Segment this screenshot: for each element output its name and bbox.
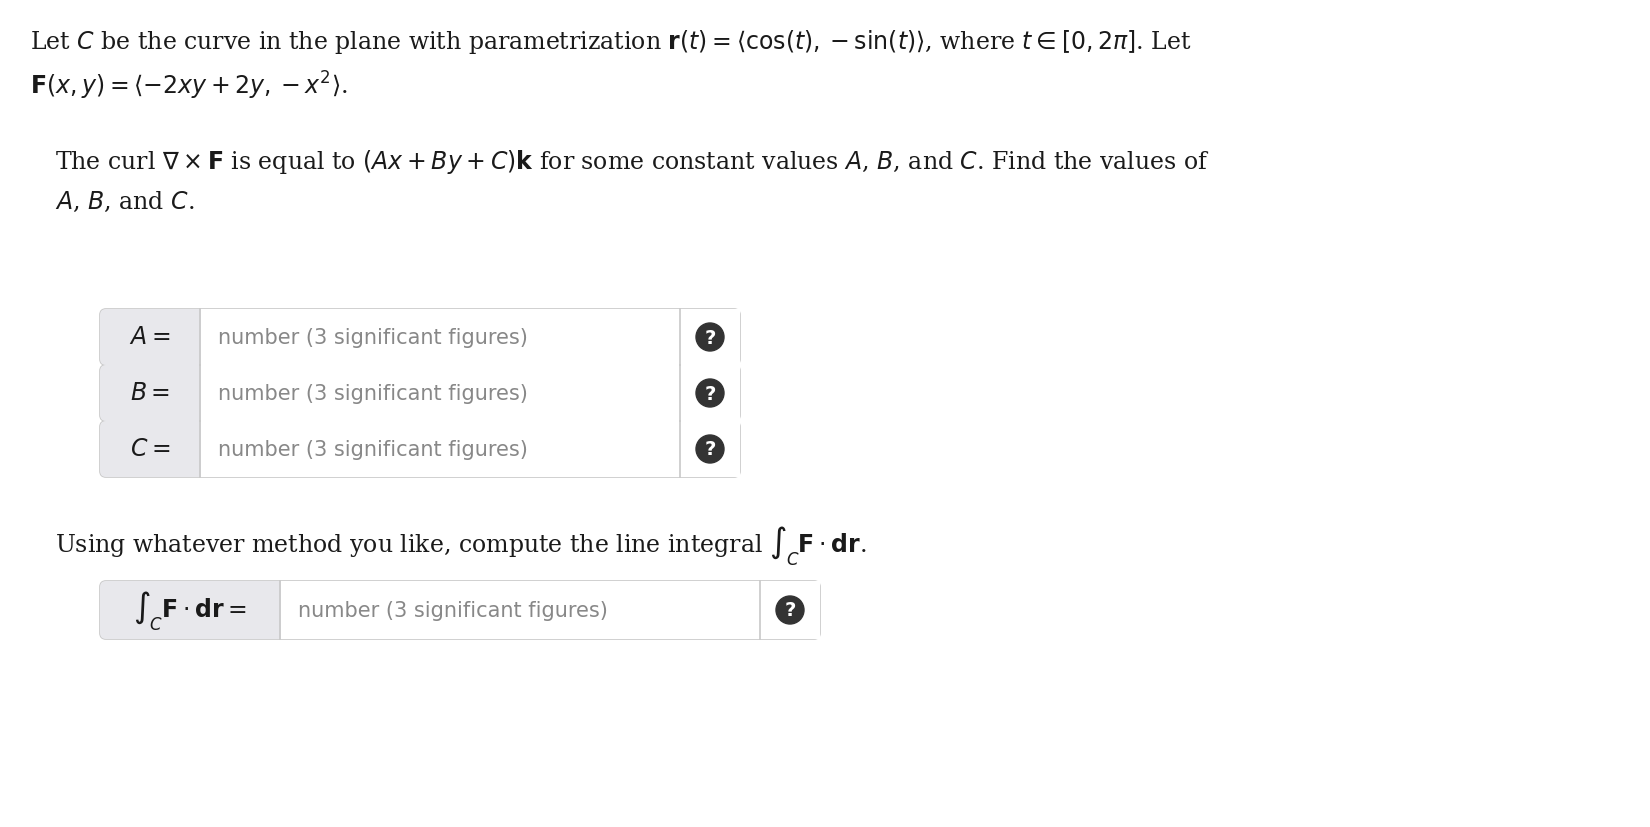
Text: $A = $: $A = $ (129, 326, 170, 349)
Text: Let $C$ be the curve in the plane with parametrization $\mathbf{r}(t) = \langle\: Let $C$ be the curve in the plane with p… (30, 28, 1191, 56)
Text: ?: ? (705, 328, 716, 347)
FancyBboxPatch shape (101, 309, 739, 366)
Text: $\mathbf{F}(x, y) = \langle{-2xy + 2y, -x^2}\rangle$.: $\mathbf{F}(x, y) = \langle{-2xy + 2y, -… (30, 70, 348, 102)
FancyBboxPatch shape (101, 422, 739, 477)
Circle shape (776, 596, 804, 624)
FancyBboxPatch shape (101, 309, 206, 366)
Text: $B = $: $B = $ (130, 382, 170, 405)
Text: ?: ? (705, 440, 716, 459)
FancyBboxPatch shape (201, 422, 739, 477)
Text: Using whatever method you like, compute the line integral $\int_C \mathbf{F} \cd: Using whatever method you like, compute … (54, 523, 866, 567)
Text: number (3 significant figures): number (3 significant figures) (218, 384, 528, 404)
FancyBboxPatch shape (201, 366, 739, 422)
FancyBboxPatch shape (101, 422, 206, 477)
Text: number (3 significant figures): number (3 significant figures) (218, 439, 528, 460)
FancyBboxPatch shape (280, 581, 289, 639)
FancyBboxPatch shape (200, 422, 208, 477)
Circle shape (696, 323, 724, 351)
Text: number (3 significant figures): number (3 significant figures) (218, 327, 528, 347)
Circle shape (696, 380, 724, 408)
FancyBboxPatch shape (280, 581, 820, 639)
Text: $\int_C \mathbf{F} \cdot \mathbf{dr} = $: $\int_C \mathbf{F} \cdot \mathbf{dr} = $ (134, 589, 248, 632)
Text: ?: ? (784, 600, 795, 619)
Text: number (3 significant figures): number (3 significant figures) (299, 600, 607, 620)
Text: ?: ? (705, 384, 716, 403)
Text: $C = $: $C = $ (130, 438, 170, 461)
Circle shape (696, 436, 724, 463)
FancyBboxPatch shape (200, 366, 208, 422)
FancyBboxPatch shape (101, 366, 739, 422)
FancyBboxPatch shape (201, 309, 739, 366)
FancyBboxPatch shape (101, 581, 285, 639)
FancyBboxPatch shape (200, 309, 208, 366)
FancyBboxPatch shape (101, 366, 206, 422)
Text: The curl $\nabla \times \mathbf{F}$ is equal to $\left(Ax + By + C\right)\mathbf: The curl $\nabla \times \mathbf{F}$ is e… (54, 148, 1209, 176)
FancyBboxPatch shape (101, 581, 820, 639)
Text: $A$, $B$, and $C$.: $A$, $B$, and $C$. (54, 189, 195, 214)
